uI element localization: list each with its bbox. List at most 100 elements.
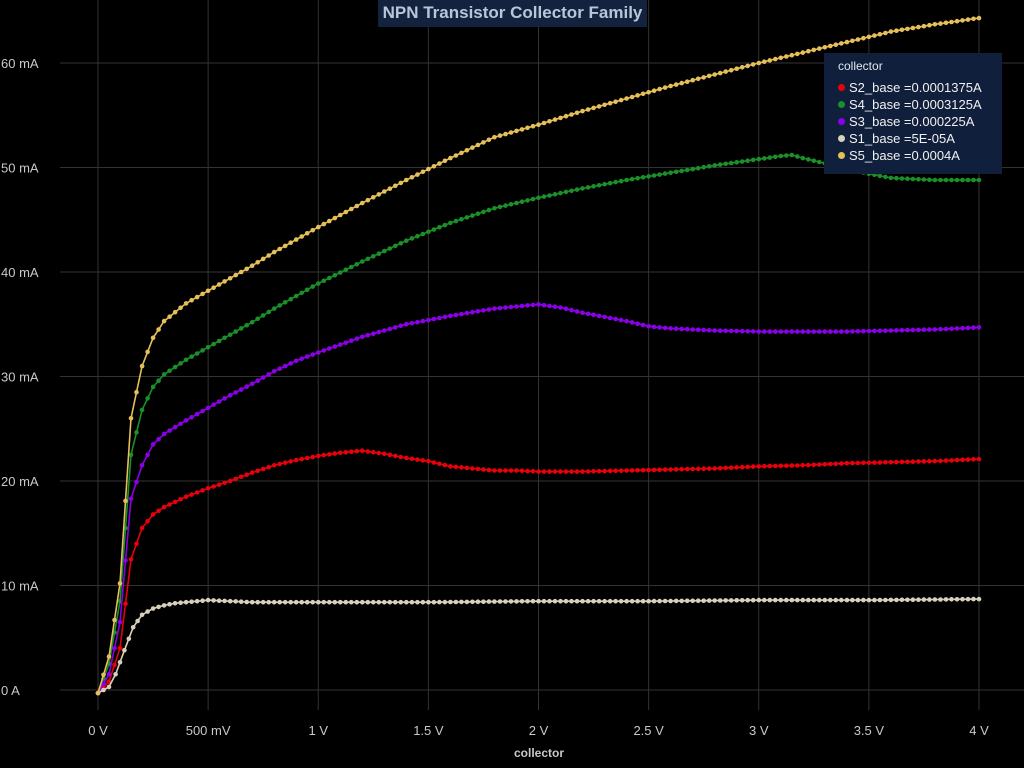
data-point	[321, 599, 327, 605]
data-point	[371, 253, 376, 259]
data-point	[431, 164, 437, 169]
data-point	[795, 329, 800, 334]
data-point	[216, 282, 222, 287]
data-point	[106, 684, 112, 690]
data-point	[734, 598, 739, 603]
data-point	[690, 166, 695, 172]
data-point	[200, 291, 205, 297]
data-point	[883, 30, 888, 36]
data-point	[662, 598, 668, 604]
data-point	[338, 270, 343, 275]
data-point	[861, 597, 866, 603]
data-point	[404, 455, 409, 461]
data-point	[426, 166, 431, 172]
data-point	[156, 508, 161, 514]
data-point	[552, 469, 558, 474]
data-point	[376, 599, 382, 605]
data-point	[866, 460, 872, 466]
data-point	[784, 329, 789, 334]
data-point	[618, 468, 624, 474]
data-point	[613, 316, 618, 322]
data-point	[673, 82, 679, 87]
legend-label: S3_base =0.000225A	[849, 114, 975, 129]
data-point	[673, 467, 679, 472]
data-point	[574, 187, 580, 192]
data-point	[431, 460, 437, 465]
data-point	[189, 297, 194, 303]
data-point	[453, 464, 459, 470]
data-point	[938, 21, 943, 26]
data-point	[172, 424, 178, 430]
data-point	[453, 599, 459, 605]
data-point	[833, 597, 839, 603]
data-point	[365, 256, 371, 262]
data-point	[717, 328, 723, 334]
y-tick-label: 60 mA	[1, 56, 39, 71]
data-point	[684, 79, 690, 84]
data-point	[943, 177, 949, 183]
legend-item[interactable]: S2_base =0.0001375A	[838, 79, 992, 96]
data-point	[635, 598, 640, 604]
legend-item[interactable]: S5_base =0.0004A	[838, 147, 992, 164]
series-5	[95, 15, 982, 696]
data-point	[470, 309, 475, 315]
data-point	[905, 176, 910, 181]
legend-item[interactable]: S4_base =0.0003125A	[838, 96, 992, 113]
data-point	[932, 22, 938, 27]
data-point	[398, 241, 404, 246]
data-point	[723, 598, 728, 603]
data-point	[580, 108, 585, 114]
data-point	[563, 306, 569, 312]
data-point	[205, 597, 211, 603]
legend-item[interactable]: S1_base =5E-05A	[838, 130, 992, 147]
data-point	[552, 192, 558, 197]
data-point	[343, 340, 349, 346]
data-point	[327, 599, 332, 605]
data-point	[591, 598, 596, 604]
data-point	[574, 110, 580, 116]
data-point	[128, 557, 134, 562]
data-point	[525, 468, 530, 474]
data-point	[916, 327, 921, 333]
data-point	[393, 243, 398, 249]
data-point	[789, 597, 795, 603]
data-point	[282, 243, 288, 249]
data-point	[541, 194, 547, 199]
data-point	[277, 303, 283, 308]
y-tick-label: 0 A	[1, 683, 20, 698]
data-point	[690, 327, 695, 332]
data-point	[205, 486, 211, 491]
data-point	[167, 368, 172, 374]
data-point	[167, 314, 172, 320]
data-point	[101, 681, 106, 686]
x-axis-ticks: 0 V 500 mV 1 V 1.5 V 2 V 2.5 V 3 V 3.5 V 4 V	[88, 723, 989, 738]
data-point	[222, 335, 227, 341]
data-point	[442, 158, 448, 164]
data-point	[767, 329, 773, 334]
data-point	[255, 260, 260, 265]
data-point	[156, 604, 161, 610]
data-point	[514, 304, 519, 309]
data-point	[673, 326, 679, 332]
legend-marker	[838, 135, 845, 142]
data-point	[558, 469, 563, 474]
data-point	[833, 329, 839, 334]
data-point	[183, 494, 189, 500]
legend-label: S4_base =0.0003125A	[849, 97, 982, 112]
legend-item[interactable]: S3_base =0.000225A	[838, 113, 992, 130]
data-point	[464, 599, 470, 605]
data-point	[728, 328, 734, 334]
data-point	[371, 599, 376, 605]
data-point	[695, 165, 701, 171]
data-point	[888, 29, 894, 34]
data-point	[277, 599, 283, 605]
data-point	[756, 597, 762, 603]
data-point	[200, 488, 205, 493]
data-point	[828, 329, 833, 334]
data-point	[255, 316, 260, 322]
data-point	[113, 672, 118, 677]
data-point	[117, 660, 123, 665]
data-point	[327, 218, 332, 224]
data-point	[376, 450, 382, 456]
data-point	[172, 499, 178, 505]
